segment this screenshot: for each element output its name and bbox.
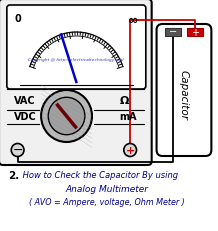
Text: How to Check the Capacitor By using: How to Check the Capacitor By using (20, 171, 178, 180)
Circle shape (124, 143, 136, 156)
Text: +: + (191, 27, 199, 37)
Circle shape (41, 90, 92, 142)
Text: Ω: Ω (119, 96, 129, 106)
Text: Capacitor: Capacitor (179, 70, 189, 120)
Text: 2.: 2. (8, 171, 19, 181)
Text: −: − (169, 27, 177, 37)
Text: ∞: ∞ (128, 14, 138, 27)
Text: VDC: VDC (14, 112, 36, 122)
FancyBboxPatch shape (0, 0, 152, 165)
Text: +: + (126, 146, 135, 156)
Circle shape (48, 97, 85, 135)
Text: mA: mA (119, 112, 137, 122)
Text: Copyright @ http://electricaltechnology.org/: Copyright @ http://electricaltechnology.… (28, 58, 124, 62)
Bar (165, 28, 181, 36)
Text: 0: 0 (15, 14, 21, 24)
Bar (187, 28, 203, 36)
FancyBboxPatch shape (157, 24, 211, 156)
Text: Analog Multimeter: Analog Multimeter (65, 185, 148, 194)
Text: ( AVO = Ampere, voltage, Ohm Meter ): ( AVO = Ampere, voltage, Ohm Meter ) (29, 198, 185, 207)
FancyBboxPatch shape (7, 5, 146, 89)
Text: −: − (12, 144, 23, 157)
Text: VAC: VAC (14, 96, 35, 106)
Circle shape (11, 143, 24, 156)
